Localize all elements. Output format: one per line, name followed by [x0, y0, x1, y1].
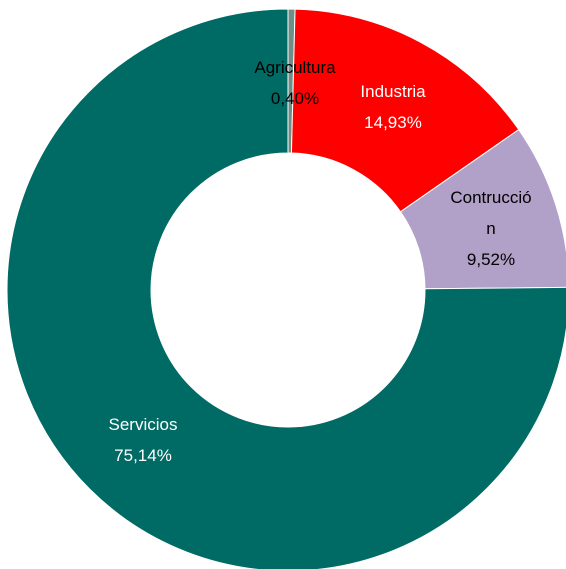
- category-label: Contrucción: [450, 188, 532, 238]
- slice-label: Contrucción 9,52%: [449, 182, 533, 275]
- value-label: 9,52%: [466, 250, 516, 269]
- value-label: 14,93%: [364, 113, 422, 132]
- donut-slice: [6, 8, 566, 569]
- donut-slice: [399, 128, 566, 290]
- category-label: Servicios: [108, 415, 178, 434]
- slice-label: Industria 14,93%: [323, 76, 463, 138]
- value-label: 75,14%: [114, 446, 172, 465]
- slice-label: Agricultura 0,40%: [225, 52, 365, 114]
- value-label: 0,40%: [270, 89, 320, 108]
- donut-slice: [290, 8, 520, 213]
- category-label: Industria: [360, 82, 426, 101]
- category-label: Agricultura: [254, 58, 336, 77]
- slice-label: Servicios 75,14%: [73, 409, 213, 471]
